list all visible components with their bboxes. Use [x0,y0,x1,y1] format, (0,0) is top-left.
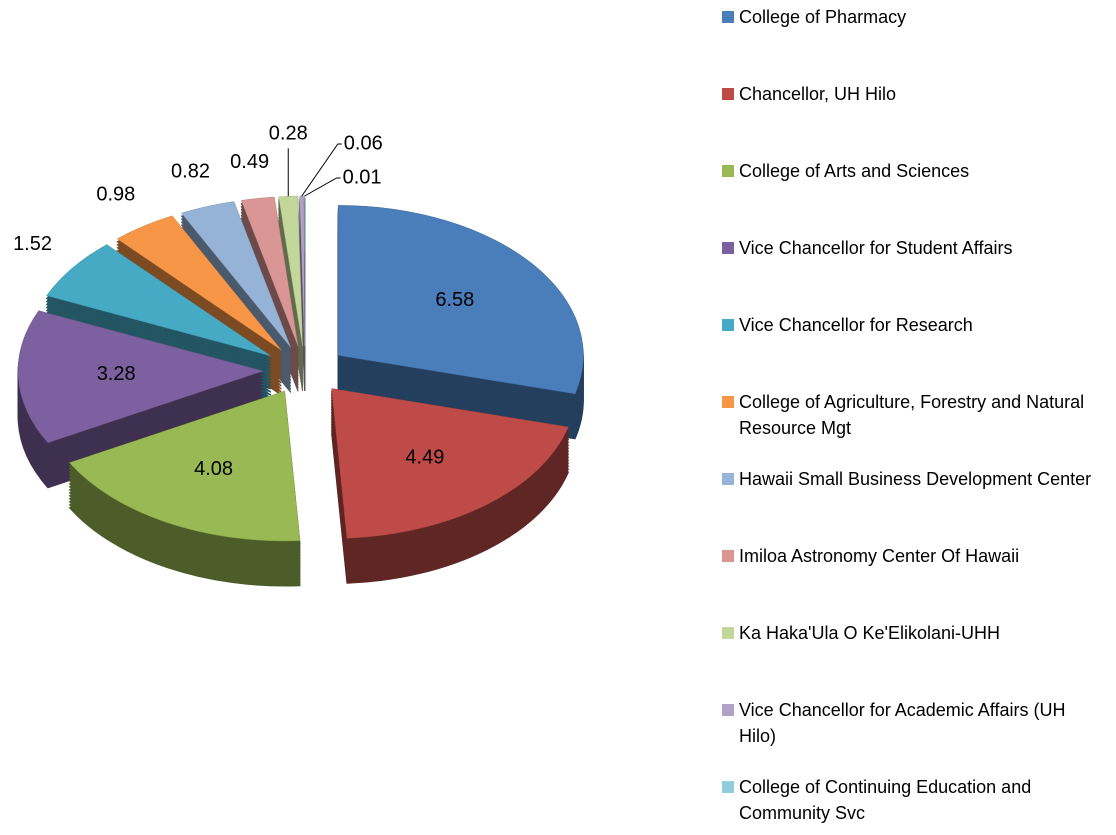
slice [17,310,264,444]
legend-item: College of Arts and Sciences [722,158,1102,184]
data-label: 0.28 [269,123,308,145]
legend-swatch [722,704,734,716]
legend-item: Vice Chancellor for Academic Affairs (UH… [722,697,1102,749]
legend-label: Hawaii Small Business Development Center [739,469,1092,489]
legend-label: College of Arts and Sciences [739,161,970,181]
legend-swatch [722,627,734,639]
slice [241,196,299,347]
legend-label: Ka Haka'Ula O Ke'Elikolani-UHH [739,623,1000,643]
data-label: 0.49 [230,151,269,173]
legend-item: Chancellor, UH Hilo [722,81,1102,107]
legend-swatch [722,473,734,485]
data-label: 0.01 [343,166,382,188]
legend-swatch [722,319,734,331]
legend-swatch [722,165,734,177]
data-label: 1.52 [13,233,52,255]
leader-line [304,177,341,197]
data-label: 6.58 [435,289,474,311]
legend-swatch [722,396,734,408]
slice [46,244,272,357]
legend-item: College of Continuing Education and Comm… [722,774,1102,826]
legend-item: College of Agriculture, Forestry and Nat… [722,389,1102,441]
slice [338,205,584,395]
legend-item: Vice Chancellor for Student Affairs [722,235,1102,261]
legend-label: College of Continuing Education and Comm… [739,777,1032,823]
data-label: 3.28 [97,363,136,385]
legend-item: Hawaii Small Business Development Center [722,466,1102,492]
legend-item: Imiloa Astronomy Center Of Hawaii [722,543,1102,569]
legend-label: Vice Chancellor for Research [739,315,973,335]
legend-label: Imiloa Astronomy Center Of Hawaii [739,546,1020,566]
chart: 6.58 4.49 4.08 3.28 1.52 0.98 0.82 0.490.28 0.06… [13,123,584,587]
slice [69,390,301,542]
slice [331,388,569,539]
legend-label: College of Agriculture, Forestry and Nat… [739,392,1085,438]
slice [181,201,291,348]
slice [299,195,305,347]
legend-swatch [722,11,734,23]
legend-item: College of Pharmacy [722,4,1102,30]
legend-label: Vice Chancellor for Academic Affairs (UH… [739,700,1066,746]
legend-swatch [722,550,734,562]
legend-swatch [722,88,734,100]
data-label: 4.08 [194,458,233,480]
data-label: 0.98 [96,184,135,206]
slice [116,215,282,351]
legend-item: Vice Chancellor for Research [722,312,1102,338]
legend-item: Ka Haka'Ula O Ke'Elikolani-UHH [722,620,1102,646]
legend-label: Vice Chancellor for Student Affairs [739,238,1013,258]
legend-swatch [722,781,734,793]
legend-label: College of Pharmacy [739,7,907,27]
data-label: 0.06 [344,132,383,154]
leader-line [301,143,342,197]
data-label: 0.82 [171,160,210,182]
data-label: 4.49 [405,446,444,468]
legend-swatch [722,242,734,254]
legend-label: Chancellor, UH Hilo [739,84,897,104]
